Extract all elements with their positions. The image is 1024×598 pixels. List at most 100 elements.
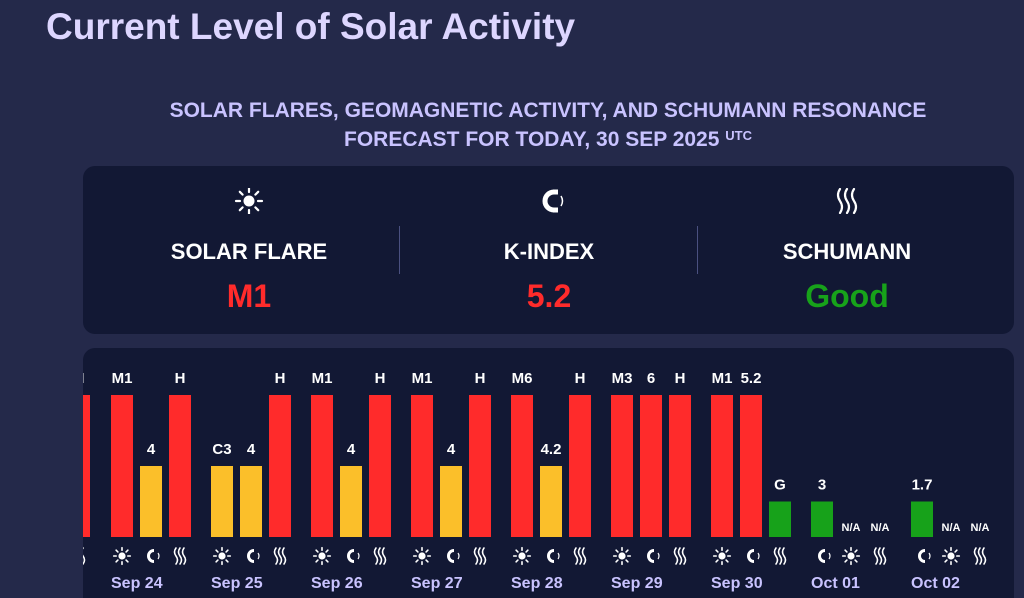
subtitle-line-2: FORECAST FOR TODAY, 30 SEP 2025 — [344, 128, 720, 151]
bar-k-index — [640, 395, 662, 537]
sun-ray — [954, 559, 958, 563]
sun-ray — [125, 559, 129, 563]
wave-line — [83, 547, 86, 565]
sun-icon — [512, 546, 532, 566]
wave-line — [777, 547, 783, 565]
sun-icon — [841, 546, 861, 566]
summary-panel: SOLAR FLARE M1 K-INDEX 5.2 SCHUMANN Good — [83, 166, 1014, 334]
magnet-body — [147, 549, 155, 563]
bar-schumann — [369, 395, 391, 537]
schumann-summary: SCHUMANN Good — [697, 166, 997, 334]
bar-schumann — [569, 395, 591, 537]
waves-icon — [573, 547, 587, 565]
bar-solar-flare — [411, 395, 433, 537]
sun-core — [718, 552, 726, 560]
wave-line — [177, 547, 183, 565]
bar-schumann — [469, 395, 491, 537]
bar-label: 4 — [247, 441, 256, 458]
date-label: Sep 26 — [311, 575, 363, 592]
sun-ray — [125, 549, 129, 553]
wave-line — [873, 547, 879, 565]
wave-line — [581, 547, 587, 565]
bar-schumann — [769, 501, 791, 537]
wave-line — [973, 547, 979, 565]
bar-solar-flare — [111, 395, 133, 537]
bar-label: 4 — [347, 441, 356, 458]
bar-k-index — [740, 395, 762, 537]
sun-ray — [115, 559, 119, 563]
bar-label: H — [375, 370, 386, 387]
wave-line — [277, 547, 283, 565]
bar-schumann — [269, 395, 291, 537]
wave-line — [981, 547, 987, 565]
solar-flare-value: M1 — [226, 278, 272, 314]
sun-core — [518, 552, 526, 560]
sun-ray — [325, 559, 329, 563]
wave-line — [681, 547, 687, 565]
bar-k-index — [240, 466, 262, 537]
sun-ray — [215, 559, 219, 563]
wave-line — [573, 547, 579, 565]
bar-label: H — [83, 370, 84, 387]
sun-ray — [715, 559, 719, 563]
waves-icon — [973, 547, 987, 565]
sun-icon — [412, 546, 432, 566]
schumann-label: SCHUMANN — [782, 239, 912, 264]
magnet-field — [828, 552, 831, 560]
sun-icon — [612, 546, 632, 566]
bar-label: 6 — [647, 370, 655, 387]
bar-solar-flare — [711, 395, 733, 537]
bar-solar-flare — [511, 395, 533, 537]
magnet-icon — [542, 189, 564, 213]
wave-line — [181, 547, 187, 565]
magnet-body — [447, 549, 455, 563]
sun-ray — [615, 549, 619, 553]
sun-ray — [315, 549, 319, 553]
magnet-field — [928, 552, 931, 560]
date-label: Sep 28 — [511, 575, 563, 592]
sun-core — [618, 552, 626, 560]
sun-ray — [425, 559, 429, 563]
wave-line — [473, 547, 479, 565]
bar-label: 4 — [147, 441, 156, 458]
bar-label: H — [175, 370, 186, 387]
sun-ray — [625, 549, 629, 553]
k-index-summary: K-INDEX 5.2 — [399, 166, 699, 334]
sun-icon — [941, 546, 961, 566]
sun-ray — [515, 559, 519, 563]
bar-k-index — [911, 501, 933, 537]
bar-label: H — [575, 370, 586, 387]
bar-solar-flare — [211, 466, 233, 537]
sun-ray — [715, 549, 719, 553]
waves-icon — [773, 547, 787, 565]
waves-icon — [373, 547, 387, 565]
sun-ray — [954, 549, 958, 553]
wave-line — [381, 547, 387, 565]
forecast-chart: H M1 4 H Sep 24 C3 4 H Sep 25 M1 4 H Sep 26 M1 4 H Sep 2… — [83, 348, 1014, 598]
magnet-field — [257, 552, 260, 560]
sun-ray — [854, 559, 858, 563]
sun-ray — [425, 549, 429, 553]
bar-schumann — [169, 395, 191, 537]
date-label: Sep 25 — [211, 575, 263, 592]
divider — [697, 226, 698, 274]
wave-line — [273, 547, 279, 565]
sun-ray — [944, 549, 948, 553]
wave-line — [977, 547, 983, 565]
sun-icon — [234, 188, 264, 214]
sun-ray — [854, 549, 858, 553]
bar-label: M1 — [412, 370, 433, 387]
magnet-field — [657, 552, 660, 560]
sun-ray — [625, 559, 629, 563]
bar-schumann — [669, 395, 691, 537]
k-index-label: K-INDEX — [503, 239, 595, 264]
wave-line — [377, 547, 383, 565]
wave-line — [481, 547, 487, 565]
bar-k-index — [540, 466, 562, 537]
sun-ray — [615, 559, 619, 563]
sun-ray — [115, 549, 119, 553]
sun-ray — [844, 549, 848, 553]
bar-label: N/A — [871, 522, 890, 534]
k-index-value: 5.2 — [526, 278, 572, 314]
wave-line — [677, 547, 683, 565]
